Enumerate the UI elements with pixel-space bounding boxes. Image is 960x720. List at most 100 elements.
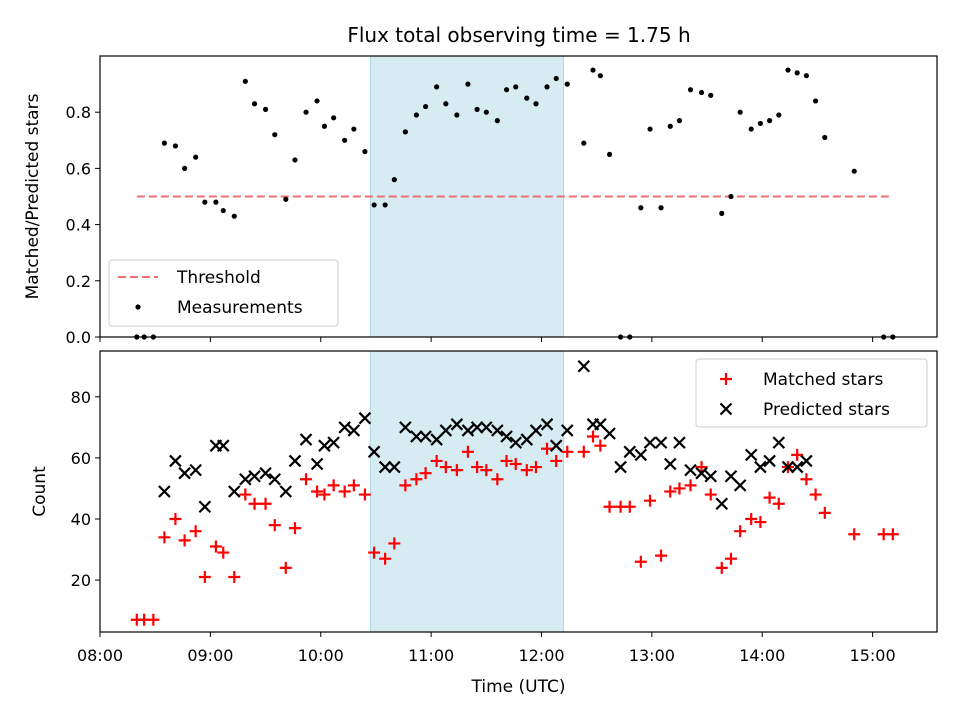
predicted-star-point bbox=[461, 424, 475, 437]
predicted-star-point bbox=[491, 424, 504, 437]
predicted-star-point bbox=[500, 430, 513, 443]
predicted-star-point bbox=[439, 424, 453, 437]
measurement-point bbox=[465, 81, 471, 87]
matched-star-point bbox=[695, 461, 708, 474]
predicted-star-point bbox=[695, 466, 708, 480]
matched-star-point bbox=[430, 454, 443, 467]
matched-star-point bbox=[288, 522, 301, 535]
matched-star-point bbox=[439, 461, 452, 474]
measurement-point bbox=[474, 106, 480, 112]
measurement-point bbox=[708, 92, 714, 98]
matched-star-point bbox=[634, 555, 647, 568]
y-tick-label: 20 bbox=[71, 571, 91, 590]
matched-star-point bbox=[500, 454, 513, 467]
matched-star-point bbox=[655, 549, 668, 562]
measurement-point bbox=[698, 89, 705, 96]
predicted-star-point bbox=[178, 466, 191, 480]
matched-star-point bbox=[471, 461, 484, 474]
y-tick-label: 0.0 bbox=[66, 328, 91, 347]
predicted-star-point bbox=[327, 436, 340, 449]
predicted-star-point bbox=[248, 469, 261, 483]
legend-predicted-label: Predicted stars bbox=[763, 400, 890, 420]
matched-star-point bbox=[379, 552, 392, 565]
matched-star-point bbox=[147, 613, 160, 626]
measurement-point bbox=[544, 84, 550, 90]
predicted-star-point bbox=[239, 473, 252, 486]
measurement-point bbox=[503, 87, 510, 93]
matched-star-point bbox=[734, 525, 747, 538]
legend-predicted-swatch bbox=[719, 402, 733, 416]
matched-star-point bbox=[754, 516, 767, 529]
measurement-point bbox=[262, 106, 269, 112]
matched-star-point bbox=[327, 479, 340, 492]
matched-star-point bbox=[311, 485, 324, 498]
predicted-star-point bbox=[228, 485, 241, 498]
matched-star-point bbox=[644, 494, 657, 507]
measurement-point bbox=[687, 87, 694, 93]
matched-star-point bbox=[715, 561, 728, 574]
measurement-point bbox=[785, 67, 791, 73]
matched-star-point bbox=[419, 467, 432, 480]
predicted-star-point bbox=[347, 424, 361, 437]
matched-star-point bbox=[368, 546, 381, 559]
matched-star-point bbox=[388, 537, 401, 550]
measurement-point bbox=[371, 202, 377, 208]
predicted-star-point bbox=[399, 421, 412, 434]
matched-star-point bbox=[791, 448, 804, 461]
predicted-star-point bbox=[754, 460, 767, 474]
measurement-point bbox=[193, 154, 199, 160]
predicted-star-point bbox=[594, 418, 607, 431]
predicted-star-point bbox=[216, 439, 230, 452]
predicted-star-point bbox=[520, 433, 534, 446]
measurement-point bbox=[351, 126, 357, 132]
x-tick-label: 09:00 bbox=[187, 646, 233, 665]
predicted-star-point bbox=[715, 497, 729, 510]
predicted-star-point bbox=[310, 457, 324, 471]
measurement-point bbox=[851, 168, 857, 174]
matched-star-point bbox=[480, 464, 493, 477]
matched-star-point bbox=[268, 519, 281, 532]
measurement-point bbox=[776, 112, 782, 118]
matched-star-point bbox=[772, 497, 785, 510]
y-tick-label: 80 bbox=[71, 388, 91, 407]
predicted-star-point bbox=[704, 469, 718, 483]
matched-star-point bbox=[169, 512, 182, 525]
measurement-point bbox=[314, 98, 320, 104]
predicted-star-point bbox=[772, 436, 786, 449]
measurement-point bbox=[564, 81, 570, 87]
predicted-star-point bbox=[450, 418, 464, 431]
predicted-star-point bbox=[259, 466, 272, 480]
matched-star-point bbox=[684, 479, 697, 492]
chart-title: Flux total observing time = 1.75 h bbox=[347, 23, 690, 47]
measurement-point bbox=[494, 118, 500, 124]
measurement-point bbox=[172, 143, 179, 149]
predicted-star-point bbox=[781, 460, 795, 474]
measurement-point bbox=[483, 109, 489, 115]
measurement-point bbox=[391, 177, 397, 183]
predicted-star-point bbox=[623, 445, 637, 459]
legend-box bbox=[695, 358, 928, 428]
matched-star-point bbox=[809, 488, 822, 501]
matched-star-point bbox=[509, 458, 522, 471]
measurement-point bbox=[658, 205, 664, 211]
predicted-star-point bbox=[654, 436, 668, 449]
predicted-star-point bbox=[744, 448, 758, 462]
measurement-point bbox=[303, 109, 309, 115]
measurement-point bbox=[737, 109, 743, 115]
matched-star-point bbox=[461, 445, 474, 458]
predicted-star-point bbox=[663, 457, 677, 471]
measurement-point bbox=[597, 73, 603, 79]
measurement-point bbox=[794, 70, 800, 76]
matched-star-point bbox=[410, 473, 423, 486]
measurement-point bbox=[251, 101, 258, 107]
measurement-point bbox=[321, 123, 328, 129]
predicted-star-point bbox=[189, 463, 202, 477]
y-axis-label: Count bbox=[30, 466, 50, 517]
measurement-point bbox=[822, 134, 828, 141]
measurement-point bbox=[213, 199, 219, 205]
measurement-point bbox=[231, 213, 237, 219]
legend-measurement-swatch bbox=[135, 304, 141, 310]
measurement-point bbox=[533, 101, 539, 107]
predicted-star-point bbox=[169, 454, 182, 468]
matched-star-point bbox=[704, 488, 717, 501]
